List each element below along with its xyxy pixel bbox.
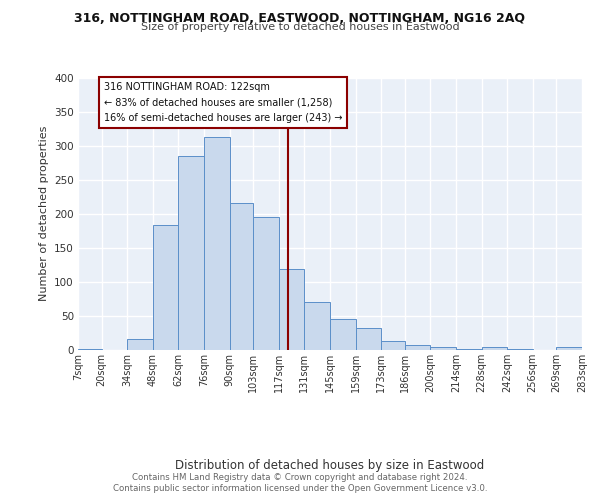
Bar <box>304 302 330 350</box>
Bar <box>330 320 356 350</box>
Text: 316 NOTTINGHAM ROAD: 122sqm
← 83% of detached houses are smaller (1,258)
16% of : 316 NOTTINGHAM ROAD: 122sqm ← 83% of det… <box>104 82 342 122</box>
Bar <box>556 348 582 350</box>
Text: Contains HM Land Registry data © Crown copyright and database right 2024.: Contains HM Land Registry data © Crown c… <box>132 472 468 482</box>
Bar <box>482 346 507 350</box>
Bar <box>356 328 381 350</box>
Bar <box>178 156 204 350</box>
Bar <box>230 203 253 350</box>
X-axis label: Distribution of detached houses by size in Eastwood: Distribution of detached houses by size … <box>175 459 485 472</box>
Bar <box>279 269 304 350</box>
Bar <box>381 341 405 350</box>
Text: Contains public sector information licensed under the Open Government Licence v3: Contains public sector information licen… <box>113 484 487 493</box>
Y-axis label: Number of detached properties: Number of detached properties <box>38 126 49 302</box>
Text: 316, NOTTINGHAM ROAD, EASTWOOD, NOTTINGHAM, NG16 2AQ: 316, NOTTINGHAM ROAD, EASTWOOD, NOTTINGH… <box>74 12 526 26</box>
Bar <box>405 345 430 350</box>
Bar <box>127 339 153 350</box>
Text: Size of property relative to detached houses in Eastwood: Size of property relative to detached ho… <box>140 22 460 32</box>
Bar <box>204 137 230 350</box>
Bar <box>153 224 178 350</box>
Bar <box>253 217 279 350</box>
Bar <box>430 348 456 350</box>
